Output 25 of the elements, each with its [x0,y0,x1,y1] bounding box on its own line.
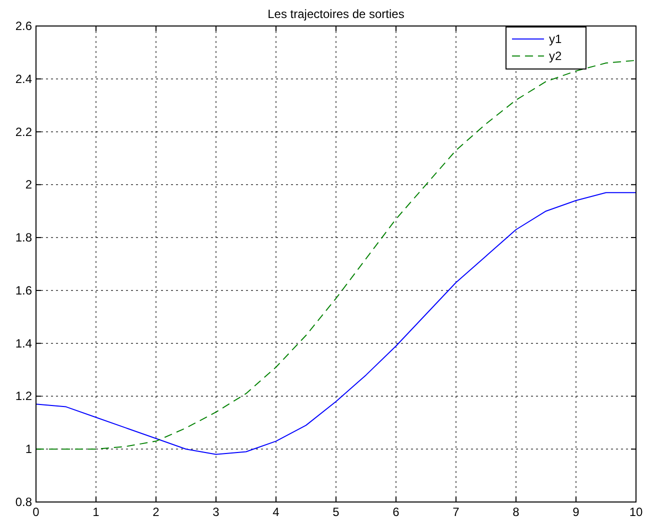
line-series [36,192,636,455]
y-tick-label: 2.4 [15,72,32,86]
x-tick-label: 2 [152,505,160,519]
x-tick-label: 4 [272,505,280,519]
x-tick-label: 9 [572,505,580,519]
x-tick-label: 6 [392,505,400,519]
legend-label: y1 [549,32,562,46]
x-tick-label: 1 [92,505,100,519]
y-tick-label: 1.6 [15,283,32,298]
x-tick-label: 3 [212,505,220,519]
x-tick-label: 8 [512,505,520,519]
legend-label: y2 [549,49,562,63]
x-tick-label: 7 [452,505,460,519]
y-tick-label: 1 [25,442,32,456]
y-tick-label: 2.2 [15,124,32,139]
y-tick-label: 1.4 [15,336,32,350]
y-tick-label: 2.6 [15,19,32,33]
x-tick-label: 0 [32,505,40,519]
x-tick-label: 5 [332,505,340,519]
chart-title: Les trajectoires de sorties [268,7,404,21]
y-tick-label: 1.2 [15,389,32,404]
y-tick-label: 2 [25,178,32,192]
x-tick-label: 10 [629,505,643,519]
y-tick-label: 0.8 [15,495,32,509]
y-tick-label: 1.8 [15,230,32,245]
